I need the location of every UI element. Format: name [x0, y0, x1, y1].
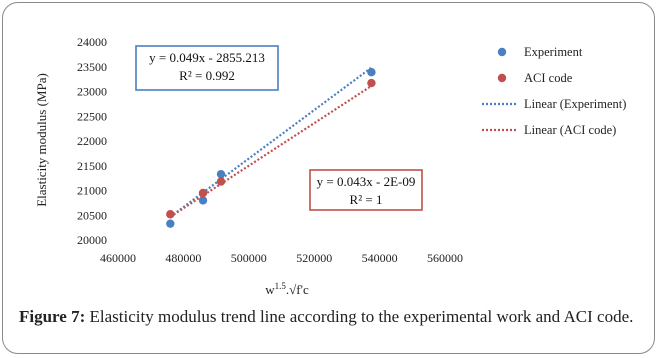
- y-tick-label: 23000: [77, 85, 107, 99]
- x-axis-label-base: w: [265, 282, 275, 297]
- x-axis-label-rest: .√f'c: [286, 282, 309, 297]
- y-tick-label: 23500: [77, 60, 107, 74]
- y-ticks: 20000 20500 21000 21500 22000 22500 23000 23500…: [77, 35, 107, 247]
- equation-box-linear-experiment: y = 0.049x - 2855.213 R² = 0.992: [135, 45, 279, 91]
- figure-caption: Figure 7: Elasticity modulus trend line …: [19, 305, 649, 328]
- y-axis-label: Elasticity modulus (MPa): [34, 73, 49, 207]
- chart: Elasticity modulus (MPa) w1.5.√f'c 20000…: [34, 35, 626, 297]
- equation-box-border: [309, 169, 423, 211]
- trendline-equation: y = 0.043x - 2E-09: [317, 174, 416, 189]
- x-tick-label: 560000: [427, 251, 463, 265]
- y-tick-label: 21500: [77, 159, 107, 173]
- x-axis-title: w1.5.√f'c: [265, 281, 309, 297]
- x-tick-label: 500000: [231, 251, 267, 265]
- caption-label: Figure 7:: [19, 307, 86, 326]
- trendline-r-squared: R² = 1: [350, 192, 383, 207]
- data-points: [166, 67, 376, 228]
- legend-marker-aci-code: [497, 73, 507, 83]
- legend: Experiment ACI code Linear (Experiment) Lin…: [482, 45, 626, 137]
- y-tick-label: 21000: [77, 184, 107, 198]
- trendline-r-squared: R² = 0.992: [179, 68, 235, 83]
- caption-text: Elasticity modulus trend line according …: [85, 307, 634, 326]
- legend-label-linear-aci-code: Linear (ACI code): [524, 123, 616, 137]
- x-tick-label: 520000: [296, 251, 332, 265]
- y-tick-label: 22500: [77, 109, 107, 123]
- y-tick-label: 24000: [77, 35, 107, 49]
- x-ticks: 460000 480000 500000 520000 540000 560000: [100, 251, 463, 265]
- x-tick-label: 460000: [100, 251, 136, 265]
- x-tick-label: 480000: [165, 251, 201, 265]
- y-tick-label: 20500: [77, 208, 107, 222]
- equation-boxes: y = 0.049x - 2855.213 R² = 0.992 y = 0.043…: [135, 45, 423, 211]
- y-axis-title: Elasticity modulus (MPa): [34, 73, 49, 207]
- x-axis-label: w1.5.√f'c: [265, 281, 309, 297]
- point-experiment: [166, 219, 175, 228]
- legend-label-aci-code: ACI code: [524, 71, 573, 85]
- point-aci-code: [367, 78, 376, 88]
- equation-box-border: [135, 45, 279, 91]
- y-tick-label: 20000: [77, 233, 107, 247]
- x-axis-label-exponent: 1.5: [275, 281, 287, 291]
- point-aci-code: [216, 177, 226, 186]
- legend-label-experiment: Experiment: [524, 45, 583, 59]
- point-aci-code: [198, 188, 208, 198]
- x-tick-label: 540000: [362, 251, 398, 265]
- point-experiment: [367, 67, 376, 77]
- legend-label-linear-experiment: Linear (Experiment): [524, 97, 626, 111]
- point-aci-code: [166, 210, 175, 219]
- point-experiment: [216, 169, 226, 179]
- point-experiment: [198, 196, 208, 205]
- equation-box-linear-aci-code: y = 0.043x - 2E-09 R² = 1: [309, 169, 423, 211]
- y-tick-label: 22000: [77, 134, 107, 148]
- trendline-equation: y = 0.049x - 2855.213: [149, 50, 265, 65]
- legend-marker-experiment: [497, 47, 507, 57]
